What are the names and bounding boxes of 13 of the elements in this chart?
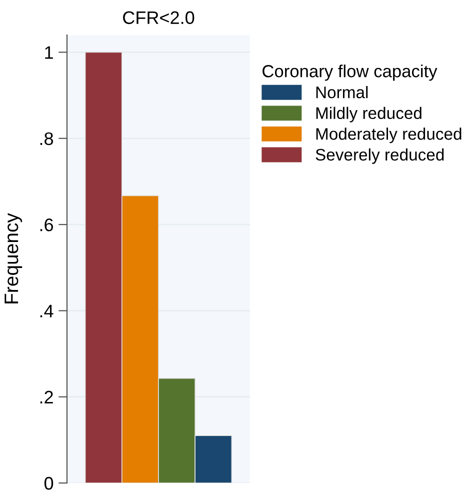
y-tick-label: .8 [40, 132, 54, 146]
legend-label: Moderately reduced [316, 128, 462, 144]
y-tick-label: .4 [40, 304, 54, 318]
legend-title: Coronary flow capacity [262, 64, 438, 81]
chart-title: CFR<2.0 [123, 11, 194, 24]
y-tick-label: 0 [44, 476, 54, 490]
legend-label: Mildly reduced [316, 106, 422, 122]
legend-label: Normal [316, 86, 368, 98]
y-axis-title: Frequency [4, 213, 22, 304]
y-tick-label: .6 [40, 218, 54, 232]
y-tick-label: .2 [40, 390, 53, 404]
legend-label: Severely reduced [316, 148, 444, 164]
y-tick-label: 1 [45, 46, 53, 59]
